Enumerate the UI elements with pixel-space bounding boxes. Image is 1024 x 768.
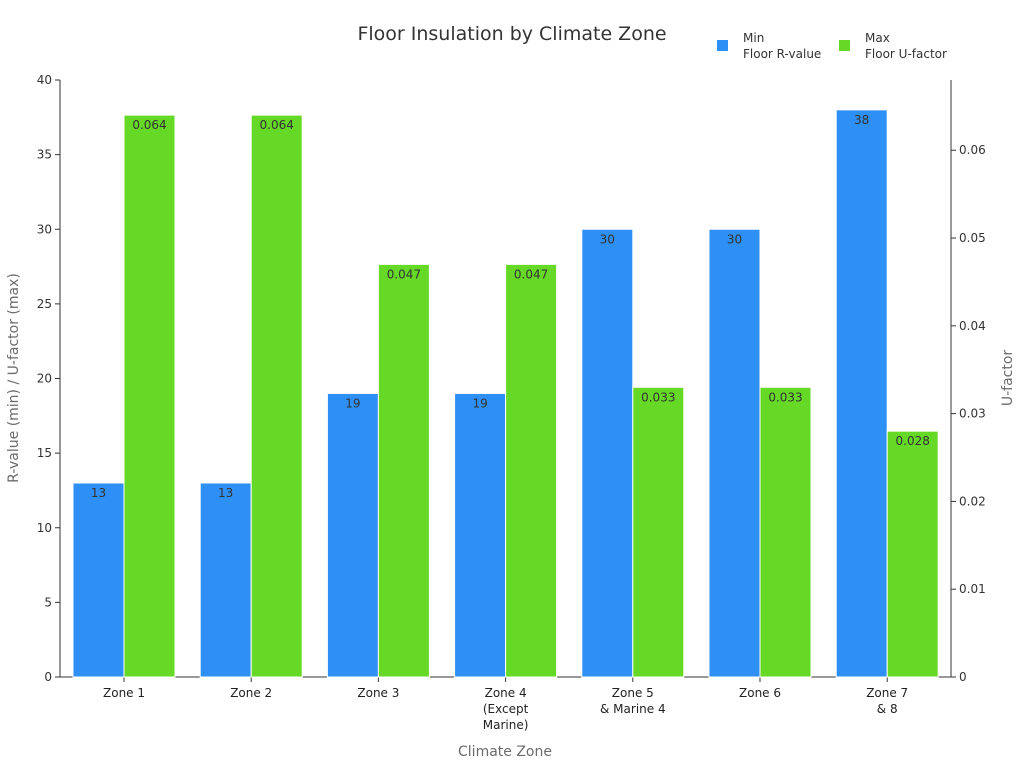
legend-label-line: Floor R-value xyxy=(743,47,821,61)
data-label: 13 xyxy=(91,486,106,500)
x-tick-label-line: Zone 5 xyxy=(612,686,654,700)
x-axis: Zone 1 Zone 2 Zone 3 Zone 4 (Except Marine)Zo… xyxy=(60,676,951,732)
y-tick-label: 20 xyxy=(37,372,52,386)
x-tick-label-line: Zone 3 xyxy=(357,686,399,700)
bar-min-r-value xyxy=(326,392,379,678)
legend-label: Max Floor U-factor xyxy=(865,31,947,61)
x-tick-label: Zone 6 xyxy=(739,686,781,700)
y2-tick-label: 0.01 xyxy=(959,582,986,596)
legend-item: Min Floor R-value xyxy=(717,31,821,61)
legend-label: Min Floor R-value xyxy=(743,31,821,61)
x-tick-label: Zone 5 & Marine 4 xyxy=(600,686,666,716)
data-label: 0.064 xyxy=(132,118,166,132)
bar-max-u-factor xyxy=(123,114,176,678)
data-label: 0.033 xyxy=(768,390,802,404)
data-label: 0.028 xyxy=(896,434,930,448)
legend-swatch xyxy=(839,40,850,51)
chart-title: Floor Insulation by Climate Zone xyxy=(357,23,666,45)
y-axis: 0 5 10 15 20 25 30 35 40 xyxy=(37,73,61,684)
y-tick-label: 0 xyxy=(44,670,52,684)
y-tick-label: 25 xyxy=(37,297,52,311)
y2-tick-label: 0.05 xyxy=(959,231,986,245)
x-tick-label-line: Zone 1 xyxy=(103,686,145,700)
data-label: 19 xyxy=(472,396,487,410)
y2-axis: 0 0.01 0.02 0.03 0.04 0.05 0.06 xyxy=(950,80,986,684)
y2-tick-label: 0 xyxy=(959,670,967,684)
legend-label-line: Max xyxy=(865,31,890,45)
data-label: 38 xyxy=(854,113,869,127)
x-tick-label-line: (Except xyxy=(483,702,529,716)
data-labels: 13 0.064 13 0.064 19 0.047 19 0.047 30 0.033 30 0.0… xyxy=(91,113,930,500)
x-tick-label: Zone 3 xyxy=(357,686,399,700)
bar-max-u-factor xyxy=(250,114,303,678)
y-tick-label: 40 xyxy=(37,73,52,87)
bar-min-r-value xyxy=(708,228,761,678)
y2-axis-title: U-factor xyxy=(1000,350,1016,407)
bar-max-u-factor xyxy=(632,386,685,678)
y-tick-label: 5 xyxy=(44,595,52,609)
bar-min-r-value xyxy=(835,109,888,678)
bar-min-r-value xyxy=(454,392,507,678)
bar-min-r-value xyxy=(581,228,634,678)
y2-tick-label: 0.06 xyxy=(959,143,986,157)
bar-max-u-factor xyxy=(886,430,939,678)
legend-label-line: Floor U-factor xyxy=(865,47,947,61)
x-tick-label-line: & Marine 4 xyxy=(600,702,666,716)
legend-swatch xyxy=(717,40,728,51)
bar-max-u-factor xyxy=(377,263,430,678)
legend: Min Floor R-value Max Floor U-factor xyxy=(717,31,947,61)
y-tick-label: 35 xyxy=(37,148,52,162)
x-tick-label-line: Zone 7 xyxy=(866,686,908,700)
x-tick-label-line: Zone 2 xyxy=(230,686,272,700)
y-axis-title: R-value (min) / U-factor (max) xyxy=(6,273,22,483)
data-label: 0.047 xyxy=(514,267,548,281)
x-tick-label-line: Zone 6 xyxy=(739,686,781,700)
x-tick-label: Zone 1 xyxy=(103,686,145,700)
data-label: 0.033 xyxy=(641,390,675,404)
x-tick-label-line: & 8 xyxy=(877,702,898,716)
x-tick-label: Zone 4 (Except Marine) xyxy=(483,686,529,732)
bar-max-u-factor xyxy=(759,386,812,678)
data-label: 30 xyxy=(727,232,742,246)
legend-item: Max Floor U-factor xyxy=(839,31,947,61)
bar-min-r-value xyxy=(199,482,252,678)
data-label: 30 xyxy=(600,232,615,246)
y-tick-label: 10 xyxy=(37,521,52,535)
bar-max-u-factor xyxy=(505,263,558,678)
data-label: 19 xyxy=(345,396,360,410)
x-tick-label-line: Zone 4 xyxy=(485,686,527,700)
x-tick-label: Zone 7 & 8 xyxy=(866,686,908,716)
bars xyxy=(72,109,939,678)
x-axis-title: Climate Zone xyxy=(458,744,552,760)
legend-label-line: Min xyxy=(743,31,764,45)
y2-tick-label: 0.03 xyxy=(959,407,986,421)
data-label: 13 xyxy=(218,486,233,500)
x-tick-label-line: Marine) xyxy=(483,718,529,732)
y-tick-label: 15 xyxy=(37,446,52,460)
x-tick-label: Zone 2 xyxy=(230,686,272,700)
y-tick-label: 30 xyxy=(37,222,52,236)
bar-min-r-value xyxy=(72,482,125,678)
data-label: 0.047 xyxy=(387,267,421,281)
data-label: 0.064 xyxy=(260,118,294,132)
y2-tick-label: 0.02 xyxy=(959,494,986,508)
y2-tick-label: 0.04 xyxy=(959,319,986,333)
